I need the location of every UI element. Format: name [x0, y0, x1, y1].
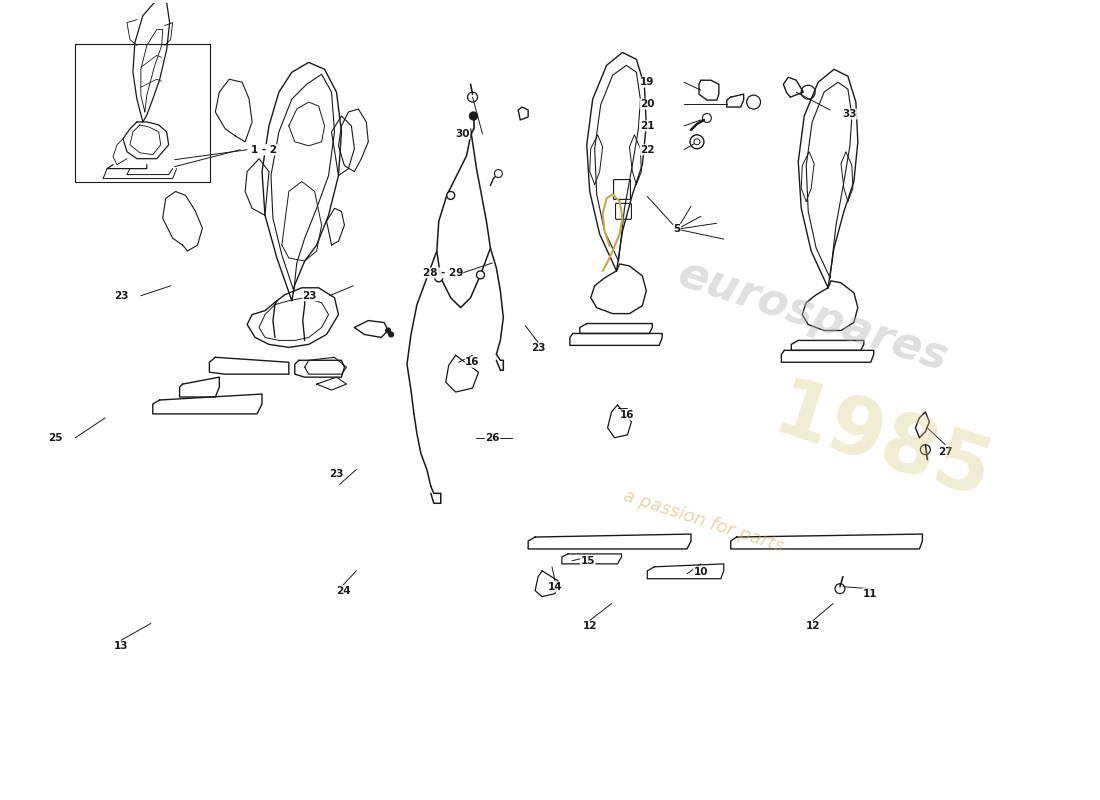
- Circle shape: [434, 274, 442, 282]
- Circle shape: [468, 92, 477, 102]
- Text: 1 - 2: 1 - 2: [251, 145, 277, 154]
- Text: 27: 27: [938, 446, 953, 457]
- Circle shape: [921, 445, 931, 454]
- Text: 22: 22: [640, 145, 654, 154]
- Text: 23: 23: [113, 290, 129, 301]
- Text: 23: 23: [329, 470, 343, 479]
- Text: a passion for parts: a passion for parts: [621, 486, 786, 556]
- Text: 19: 19: [640, 78, 654, 87]
- Text: 1 - 2: 1 - 2: [251, 145, 277, 154]
- Text: 20: 20: [640, 99, 654, 109]
- Circle shape: [690, 135, 704, 149]
- Text: 12: 12: [806, 622, 821, 631]
- Circle shape: [801, 86, 815, 99]
- Circle shape: [386, 328, 390, 333]
- Text: 12: 12: [583, 622, 597, 631]
- Text: 25: 25: [48, 433, 63, 442]
- Text: 11: 11: [862, 589, 877, 598]
- FancyBboxPatch shape: [614, 179, 630, 199]
- Circle shape: [476, 271, 484, 279]
- Text: 10: 10: [694, 566, 708, 577]
- Text: 23: 23: [302, 290, 317, 301]
- Text: 30: 30: [455, 129, 470, 139]
- Text: 14: 14: [548, 582, 562, 592]
- Text: 1985: 1985: [764, 373, 1001, 516]
- Circle shape: [494, 170, 503, 178]
- Circle shape: [694, 139, 700, 145]
- Text: 16: 16: [620, 410, 635, 420]
- Circle shape: [703, 114, 712, 122]
- Text: 24: 24: [337, 586, 351, 596]
- Circle shape: [447, 191, 454, 199]
- Text: 26: 26: [485, 433, 499, 442]
- Text: 23: 23: [531, 343, 546, 354]
- Text: 13: 13: [113, 642, 129, 651]
- Text: 21: 21: [640, 121, 654, 131]
- Text: 5: 5: [673, 224, 681, 234]
- Circle shape: [388, 332, 394, 337]
- FancyBboxPatch shape: [616, 203, 631, 219]
- Circle shape: [835, 584, 845, 594]
- Circle shape: [470, 112, 477, 120]
- Text: eurospares: eurospares: [673, 252, 954, 379]
- Text: 15: 15: [581, 556, 595, 566]
- Text: 16: 16: [465, 358, 480, 367]
- Text: 28 - 29: 28 - 29: [422, 268, 463, 278]
- Text: 33: 33: [843, 109, 857, 119]
- Circle shape: [747, 95, 760, 109]
